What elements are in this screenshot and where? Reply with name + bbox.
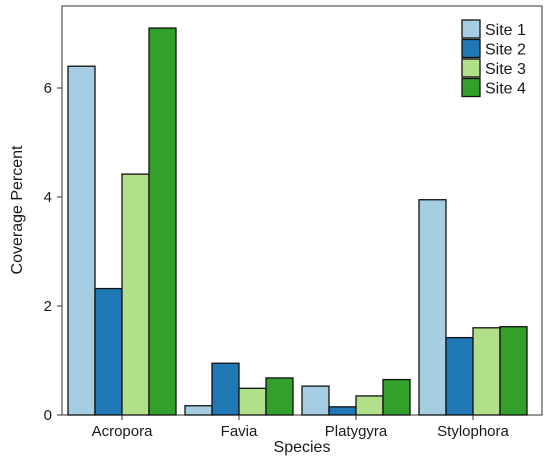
- x-tick-label: Stylophora: [437, 423, 509, 440]
- legend-label-site-3: Site 3: [485, 61, 526, 78]
- bar-favia-site-1: [184, 405, 213, 416]
- x-tick-label: Favia: [221, 423, 258, 440]
- legend-swatch-site-1: [461, 19, 481, 39]
- bar-platygyra-site-3: [355, 395, 384, 416]
- y-tick-label: 6: [44, 80, 52, 97]
- bar-stylophora-site-3: [472, 327, 501, 416]
- bar-platygyra-site-4: [382, 378, 411, 416]
- x-tick-label: Platygyra: [325, 423, 388, 440]
- bar-acropora-site-3: [121, 173, 150, 416]
- bar-acropora-site-4: [148, 27, 177, 416]
- bar-favia-site-2: [211, 362, 240, 416]
- legend-label-site-1: Site 1: [485, 22, 526, 39]
- legend-label-site-4: Site 4: [485, 81, 526, 98]
- legend-label-site-2: Site 2: [485, 42, 526, 59]
- legend-swatch-site-2: [461, 38, 481, 59]
- legend-swatch-site-3: [461, 58, 481, 78]
- x-axis: Acropora Favia Platygyra Stylophora: [92, 415, 510, 440]
- legend: Site 1 Site 2 Site 3 Site 4: [461, 19, 526, 98]
- bar-stylophora-site-4: [499, 326, 528, 416]
- x-tick-label: Acropora: [92, 423, 154, 440]
- bar-platygyra-site-1: [301, 385, 330, 416]
- y-tick-label: 0: [44, 407, 52, 424]
- bar-stylophora-site-1: [418, 199, 447, 416]
- y-axis: 0 2 4 6: [44, 80, 62, 424]
- y-tick-label: 4: [44, 189, 52, 206]
- legend-swatch-site-4: [461, 77, 481, 98]
- bar-platygyra-site-2: [328, 406, 357, 416]
- x-axis-title: Species: [274, 439, 331, 456]
- bar-favia-site-4: [265, 377, 294, 416]
- y-axis-title: Coverage Percent: [9, 145, 26, 275]
- bar-stylophora-site-2: [445, 336, 474, 416]
- bars-layer: [67, 27, 528, 416]
- bar-acropora-site-1: [67, 65, 96, 416]
- bar-favia-site-3: [238, 387, 267, 416]
- bar-acropora-site-2: [94, 287, 123, 416]
- y-tick-label: 2: [44, 298, 52, 315]
